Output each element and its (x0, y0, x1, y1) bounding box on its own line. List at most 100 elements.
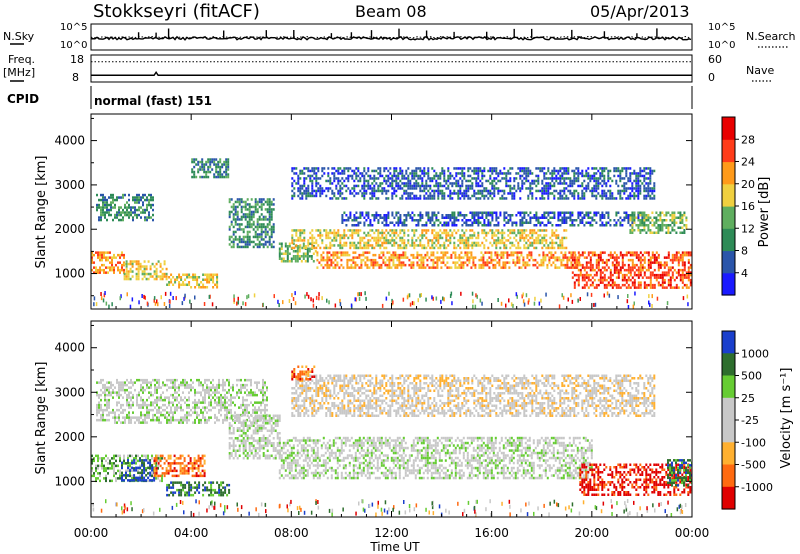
power-cell (527, 214, 530, 217)
power-cell (551, 216, 554, 219)
power-cell (429, 216, 432, 219)
power-cell (609, 253, 612, 257)
power-cell (523, 177, 526, 180)
power-cell (619, 194, 622, 198)
power-cell (388, 258, 391, 262)
power-cell (675, 216, 678, 219)
power-cell (479, 211, 482, 214)
power-cell (531, 172, 534, 175)
power-cell (497, 221, 500, 224)
power-cell (493, 179, 496, 183)
power-cell (350, 263, 353, 267)
power-cell (137, 265, 140, 268)
power-cell (501, 239, 504, 242)
power-cell (454, 263, 457, 267)
power-cell (570, 266, 573, 269)
power-cell (583, 276, 586, 279)
power-cell (242, 215, 245, 219)
power-cell (469, 187, 472, 190)
power-cell (619, 179, 622, 183)
power-cell (647, 276, 650, 279)
power-cell (353, 241, 356, 245)
power-cell (349, 214, 352, 217)
power-cell (659, 216, 662, 219)
power-cell (264, 233, 267, 236)
power-cell (182, 283, 185, 286)
power-cell (643, 167, 646, 170)
power-cell (452, 251, 455, 254)
power-cell (305, 192, 308, 195)
power-cell (643, 281, 646, 284)
power-cell (374, 253, 377, 257)
power-cell (613, 251, 616, 254)
power-cell (194, 278, 197, 281)
power-cell (435, 231, 438, 235)
power-cell (547, 214, 550, 217)
power-cell (611, 278, 614, 282)
power-cell (132, 196, 134, 199)
power-cell (307, 184, 310, 188)
power-cell (148, 203, 150, 207)
power-cell (663, 281, 666, 284)
power-cell (607, 281, 610, 284)
power-cell (334, 258, 337, 262)
power-cell (333, 192, 336, 195)
power-cell (687, 268, 690, 272)
power-cell (405, 172, 408, 175)
velocity-cell (115, 472, 117, 475)
power-cell (425, 211, 428, 214)
power-cell (495, 246, 498, 250)
power-cell (561, 167, 564, 170)
power-cell (549, 187, 552, 190)
power-cell (585, 263, 588, 267)
velocity-cell (147, 479, 149, 483)
power-noise-cell (129, 304, 132, 309)
power-cell (579, 211, 582, 214)
power-cell (352, 251, 355, 254)
power-cell (516, 261, 519, 264)
power-cell (317, 167, 320, 170)
power-cell (363, 246, 366, 250)
power-cell (313, 236, 316, 240)
power-cell (587, 184, 590, 188)
power-cell (435, 174, 438, 178)
power-cell (93, 266, 95, 269)
power-cell (649, 197, 652, 200)
power-cell (689, 251, 692, 254)
power-cell (301, 169, 304, 173)
power-cell (649, 167, 652, 170)
power-cell (575, 177, 578, 180)
power-cell (605, 182, 608, 185)
power-cell (427, 241, 430, 245)
power-cell (246, 233, 249, 236)
power-cell (123, 271, 125, 274)
power-cell (565, 167, 568, 170)
power-cell (573, 286, 576, 289)
power-cell (165, 277, 168, 281)
power-noise-cell (505, 303, 507, 308)
power-cell (401, 169, 404, 173)
power-cell (178, 281, 181, 284)
power-cell (377, 221, 380, 224)
power-cell (413, 172, 416, 175)
power-cell (332, 251, 335, 254)
power-noise-cell (364, 291, 366, 296)
power-cell (459, 239, 462, 242)
power-noise-cell (476, 294, 478, 299)
power-cell (288, 252, 291, 255)
power-cell (436, 263, 439, 267)
power-cell (291, 241, 294, 245)
power-cell (418, 263, 421, 267)
power-cell (373, 189, 376, 193)
power-cell (585, 184, 588, 188)
power-cell (639, 251, 642, 254)
power-cell (401, 221, 404, 224)
power-cell (351, 174, 354, 178)
power-cell (589, 174, 592, 178)
power-cell (445, 234, 448, 237)
power-cell (653, 197, 656, 200)
power-cell (468, 261, 471, 264)
power-cell (332, 261, 335, 264)
power-cell (97, 271, 99, 274)
power-cell (346, 261, 349, 264)
